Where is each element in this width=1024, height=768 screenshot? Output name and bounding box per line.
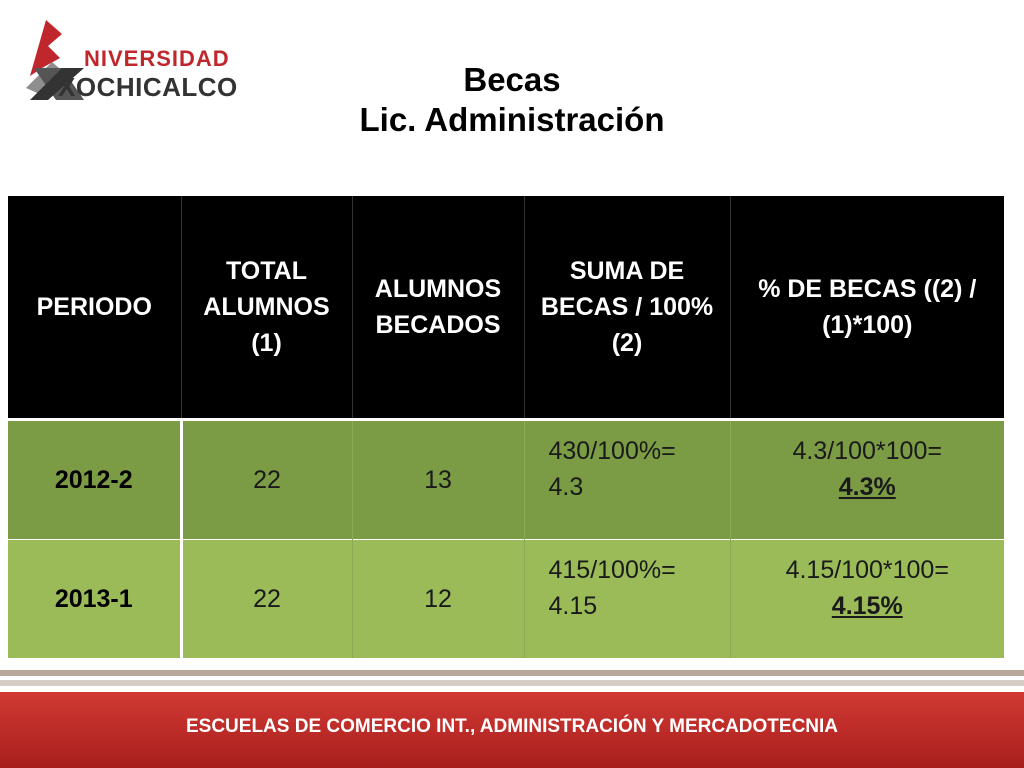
suma-formula: 415/100%= [548,556,676,584]
footer-separator-dark [0,670,1024,676]
footer-separator-light [0,680,1024,686]
cell-total-alumnos: 22 [180,539,352,658]
suma-formula: 430/100%= [548,437,676,465]
header-suma-becas: SUMA DE BECAS / 100% (2) [523,196,730,420]
cell-alumnos-becados: 13 [351,419,524,540]
header-total-alumnos: TOTAL ALUMNOS (1) [180,196,352,420]
header-periodo: PERIODO [8,196,181,420]
table-row: 2013-1 22 12 415/100%= 4.15 4.15/100*100… [8,539,1004,658]
title-line2: Lic. Administración [359,101,665,138]
cell-periodo: 2013-1 [8,539,183,658]
cell-suma-becas: 415/100%= 4.15 [523,539,730,658]
university-logo: NIVERSIDAD XOCHICALCO [22,18,286,102]
table-row: 2012-2 22 13 430/100%= 4.3 4.3/100*100= … [8,419,1004,540]
pct-formula: 4.15/100*100= [785,556,949,584]
cell-periodo: 2012-2 [8,419,183,540]
suma-result: 4.3 [548,473,584,501]
pct-result: 4.15% [831,592,903,620]
cell-total-alumnos: 22 [180,419,352,540]
header-alumnos-becados: ALUMNOS BECADOS [351,196,524,420]
title-line1: Becas [463,61,561,98]
becas-table: PERIODO TOTAL ALUMNOS (1) ALUMNOS BECADO… [8,196,1004,658]
pct-result: 4.3% [838,473,896,501]
logo-text-line1: NIVERSIDAD [84,46,230,71]
cell-porcentaje-becas: 4.15/100*100= 4.15% [729,539,1004,658]
footer-band [0,692,1024,768]
slide-title: Becas Lic. Administración [290,60,734,140]
logo-emblem-icon [26,20,84,100]
footer-text: ESCUELAS DE COMERCIO INT., ADMINISTRACIÓ… [185,716,839,737]
cell-porcentaje-becas: 4.3/100*100= 4.3% [729,419,1004,540]
suma-result: 4.15 [548,592,598,620]
table-header-row: PERIODO TOTAL ALUMNOS (1) ALUMNOS BECADO… [8,196,1004,420]
cell-suma-becas: 430/100%= 4.3 [523,419,730,540]
logo-text-line2: XOCHICALCO [58,72,238,102]
header-porcentaje-becas: % DE BECAS ((2) / (1)*100) [729,196,1004,420]
pct-formula: 4.3/100*100= [792,437,942,465]
cell-alumnos-becados: 12 [351,539,524,658]
